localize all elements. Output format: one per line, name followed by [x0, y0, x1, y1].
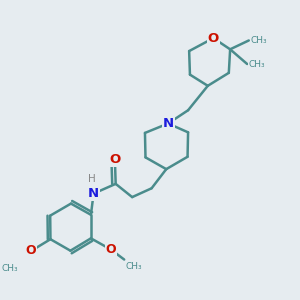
- Text: H: H: [88, 174, 96, 184]
- Text: CH₃: CH₃: [248, 59, 265, 68]
- Text: CH₃: CH₃: [125, 262, 142, 272]
- Text: O: O: [208, 32, 219, 45]
- Text: O: O: [26, 244, 36, 257]
- Text: O: O: [106, 243, 116, 256]
- Text: O: O: [109, 153, 121, 166]
- Text: N: N: [163, 117, 174, 130]
- Text: N: N: [88, 187, 99, 200]
- Text: CH₃: CH₃: [250, 36, 267, 45]
- Text: CH₃: CH₃: [1, 264, 18, 273]
